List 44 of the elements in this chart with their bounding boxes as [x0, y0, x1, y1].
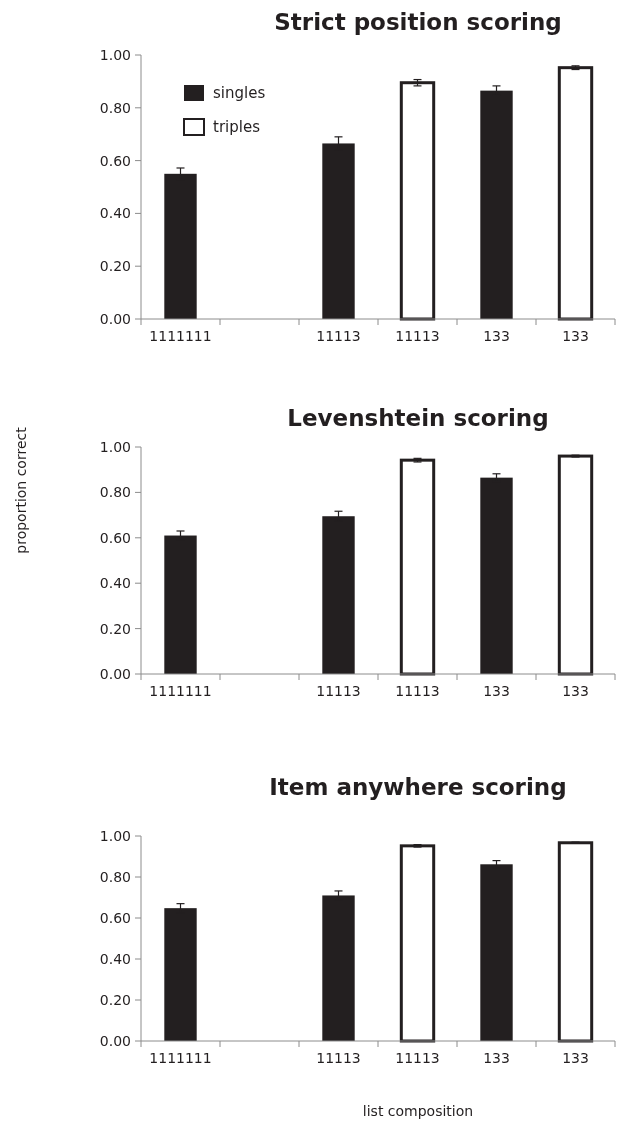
x-tick-label: 11113 — [395, 328, 440, 344]
x-tick-label: 133 — [483, 328, 510, 344]
bar — [557, 66, 594, 321]
x-tick-label: 133 — [562, 1050, 589, 1066]
y-tick-label: 0.20 — [99, 991, 131, 1008]
y-tick-label: 0.80 — [99, 868, 131, 885]
x-tick-label: 11113 — [316, 328, 361, 344]
bar — [399, 81, 436, 321]
x-tick-label: 1111111 — [149, 328, 212, 344]
y-tick-label: 0.40 — [99, 950, 131, 967]
y-tick-label: 0.60 — [99, 152, 131, 169]
x-tick-label: 11113 — [395, 1050, 440, 1066]
y-tick-label: 0.20 — [99, 620, 131, 637]
x-tick-label: 133 — [562, 683, 589, 699]
y-tick-label: 0.60 — [99, 909, 131, 926]
y-tick-label: 0.00 — [99, 1032, 131, 1049]
x-tick-label: 133 — [483, 1050, 510, 1066]
y-tick-label: 1.00 — [99, 827, 131, 844]
y-tick-label: 0.80 — [99, 484, 131, 501]
y-tick-label: 0.00 — [99, 310, 131, 327]
legend-label: singles — [213, 84, 266, 103]
x-tick-label: 133 — [562, 328, 589, 344]
x-tick-label: 11113 — [316, 683, 361, 699]
y-tick-label: 1.00 — [99, 438, 131, 455]
y-axis-title: proportion correct — [13, 426, 29, 554]
bar — [164, 173, 197, 319]
legend-label: triples — [213, 118, 261, 137]
chart-title: Strict position scoring — [274, 9, 562, 35]
y-tick-label: 0.60 — [99, 529, 131, 546]
y-tick-label: 0.40 — [99, 205, 131, 222]
y-tick-label: 0.20 — [99, 258, 131, 275]
x-tick-label: 1111111 — [149, 683, 212, 699]
x-axis-title: list composition — [362, 1103, 474, 1119]
x-tick-label: 11113 — [395, 683, 440, 699]
bar — [480, 90, 513, 319]
x-tick-label: 1111111 — [149, 1050, 212, 1066]
y-tick-label: 0.00 — [99, 665, 131, 682]
chart-title: Levenshtein scoring — [287, 405, 549, 431]
chart-title: Item anywhere scoring — [269, 774, 567, 800]
x-tick-label: 133 — [483, 683, 510, 699]
y-tick-label: 0.40 — [99, 575, 131, 592]
y-tick-label: 1.00 — [99, 46, 131, 63]
y-tick-label: 0.80 — [99, 99, 131, 116]
x-tick-label: 11113 — [316, 1050, 361, 1066]
